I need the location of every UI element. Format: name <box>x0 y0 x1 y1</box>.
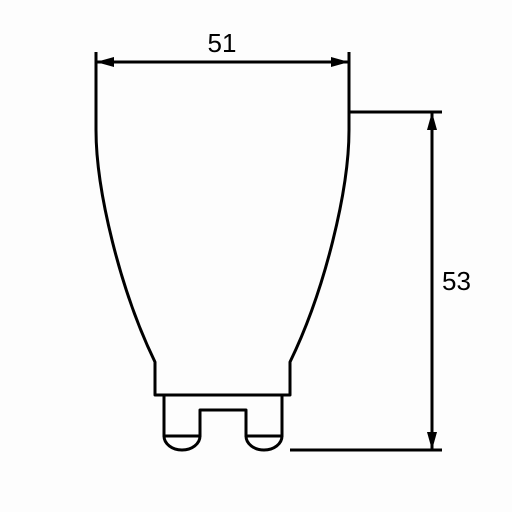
dim-width-arrow-right <box>331 57 349 67</box>
dim-height-arrow-top <box>427 112 437 130</box>
dim-height-arrow-bottom <box>427 432 437 450</box>
bulb-outline <box>96 112 349 395</box>
bulb-pin-right <box>246 436 282 450</box>
bulb-base <box>164 395 282 436</box>
dim-width-label: 51 <box>208 28 237 58</box>
bulb-pin-left <box>164 436 200 450</box>
dim-width-arrow-left <box>96 57 114 67</box>
dim-height-label: 53 <box>442 266 471 296</box>
